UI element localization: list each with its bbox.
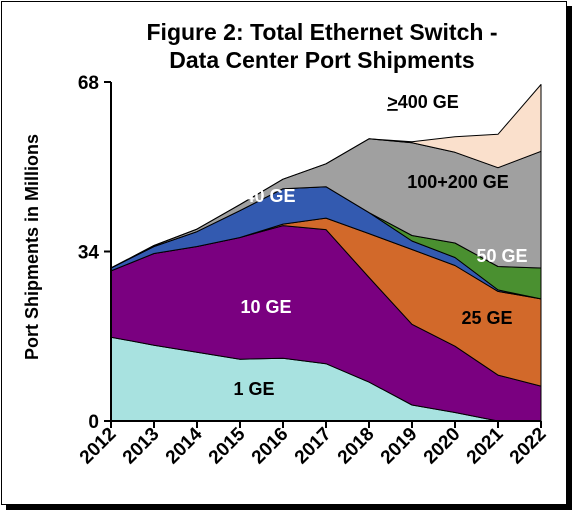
x-tick-label: 2022 (506, 424, 551, 469)
x-tick-label: 2020 (420, 424, 465, 469)
y-tick-label: 68 (78, 73, 99, 94)
y-tick-label: 34 (78, 243, 100, 264)
label-50ge: 50 GE (476, 246, 527, 266)
label-1ge: 1 GE (233, 379, 274, 399)
area-400-ge (110, 84, 542, 269)
x-tick-label: 2019 (377, 424, 422, 469)
chart-frame: Figure 2: Total Ethernet Switch - Data C… (1, 1, 567, 505)
label-10ge: 10 GE (240, 297, 291, 317)
label-400ge: >400 GE (387, 92, 459, 112)
chart-title-line1: Figure 2: Total Ethernet Switch - (147, 19, 498, 45)
area-layers (110, 84, 542, 422)
chart-svg: Figure 2: Total Ethernet Switch - Data C… (22, 19, 551, 469)
x-tick-label: 2016 (248, 424, 293, 469)
y-axis-label: Port Shipments in Millions (22, 134, 42, 360)
x-tick-label: 2013 (119, 424, 164, 469)
label-100-200ge: 100+200 GE (407, 172, 509, 192)
x-tick-label: 2021 (463, 423, 508, 468)
x-tick-label: 2014 (162, 423, 207, 468)
chart-title-line2: Data Center Port Shipments (169, 47, 474, 73)
label-25ge: 25 GE (461, 308, 512, 328)
x-tick-label: 2012 (76, 424, 121, 469)
label-40ge: 40 GE (244, 186, 295, 206)
x-tick-label: 2017 (291, 424, 336, 469)
y-tick-label: 0 (88, 412, 99, 433)
axes (104, 81, 542, 428)
label-400ge-symbol: > (387, 92, 398, 112)
x-tick-label: 2018 (334, 424, 379, 469)
x-tick-label: 2015 (205, 423, 250, 468)
label-400ge-text: 400 GE (398, 92, 459, 112)
